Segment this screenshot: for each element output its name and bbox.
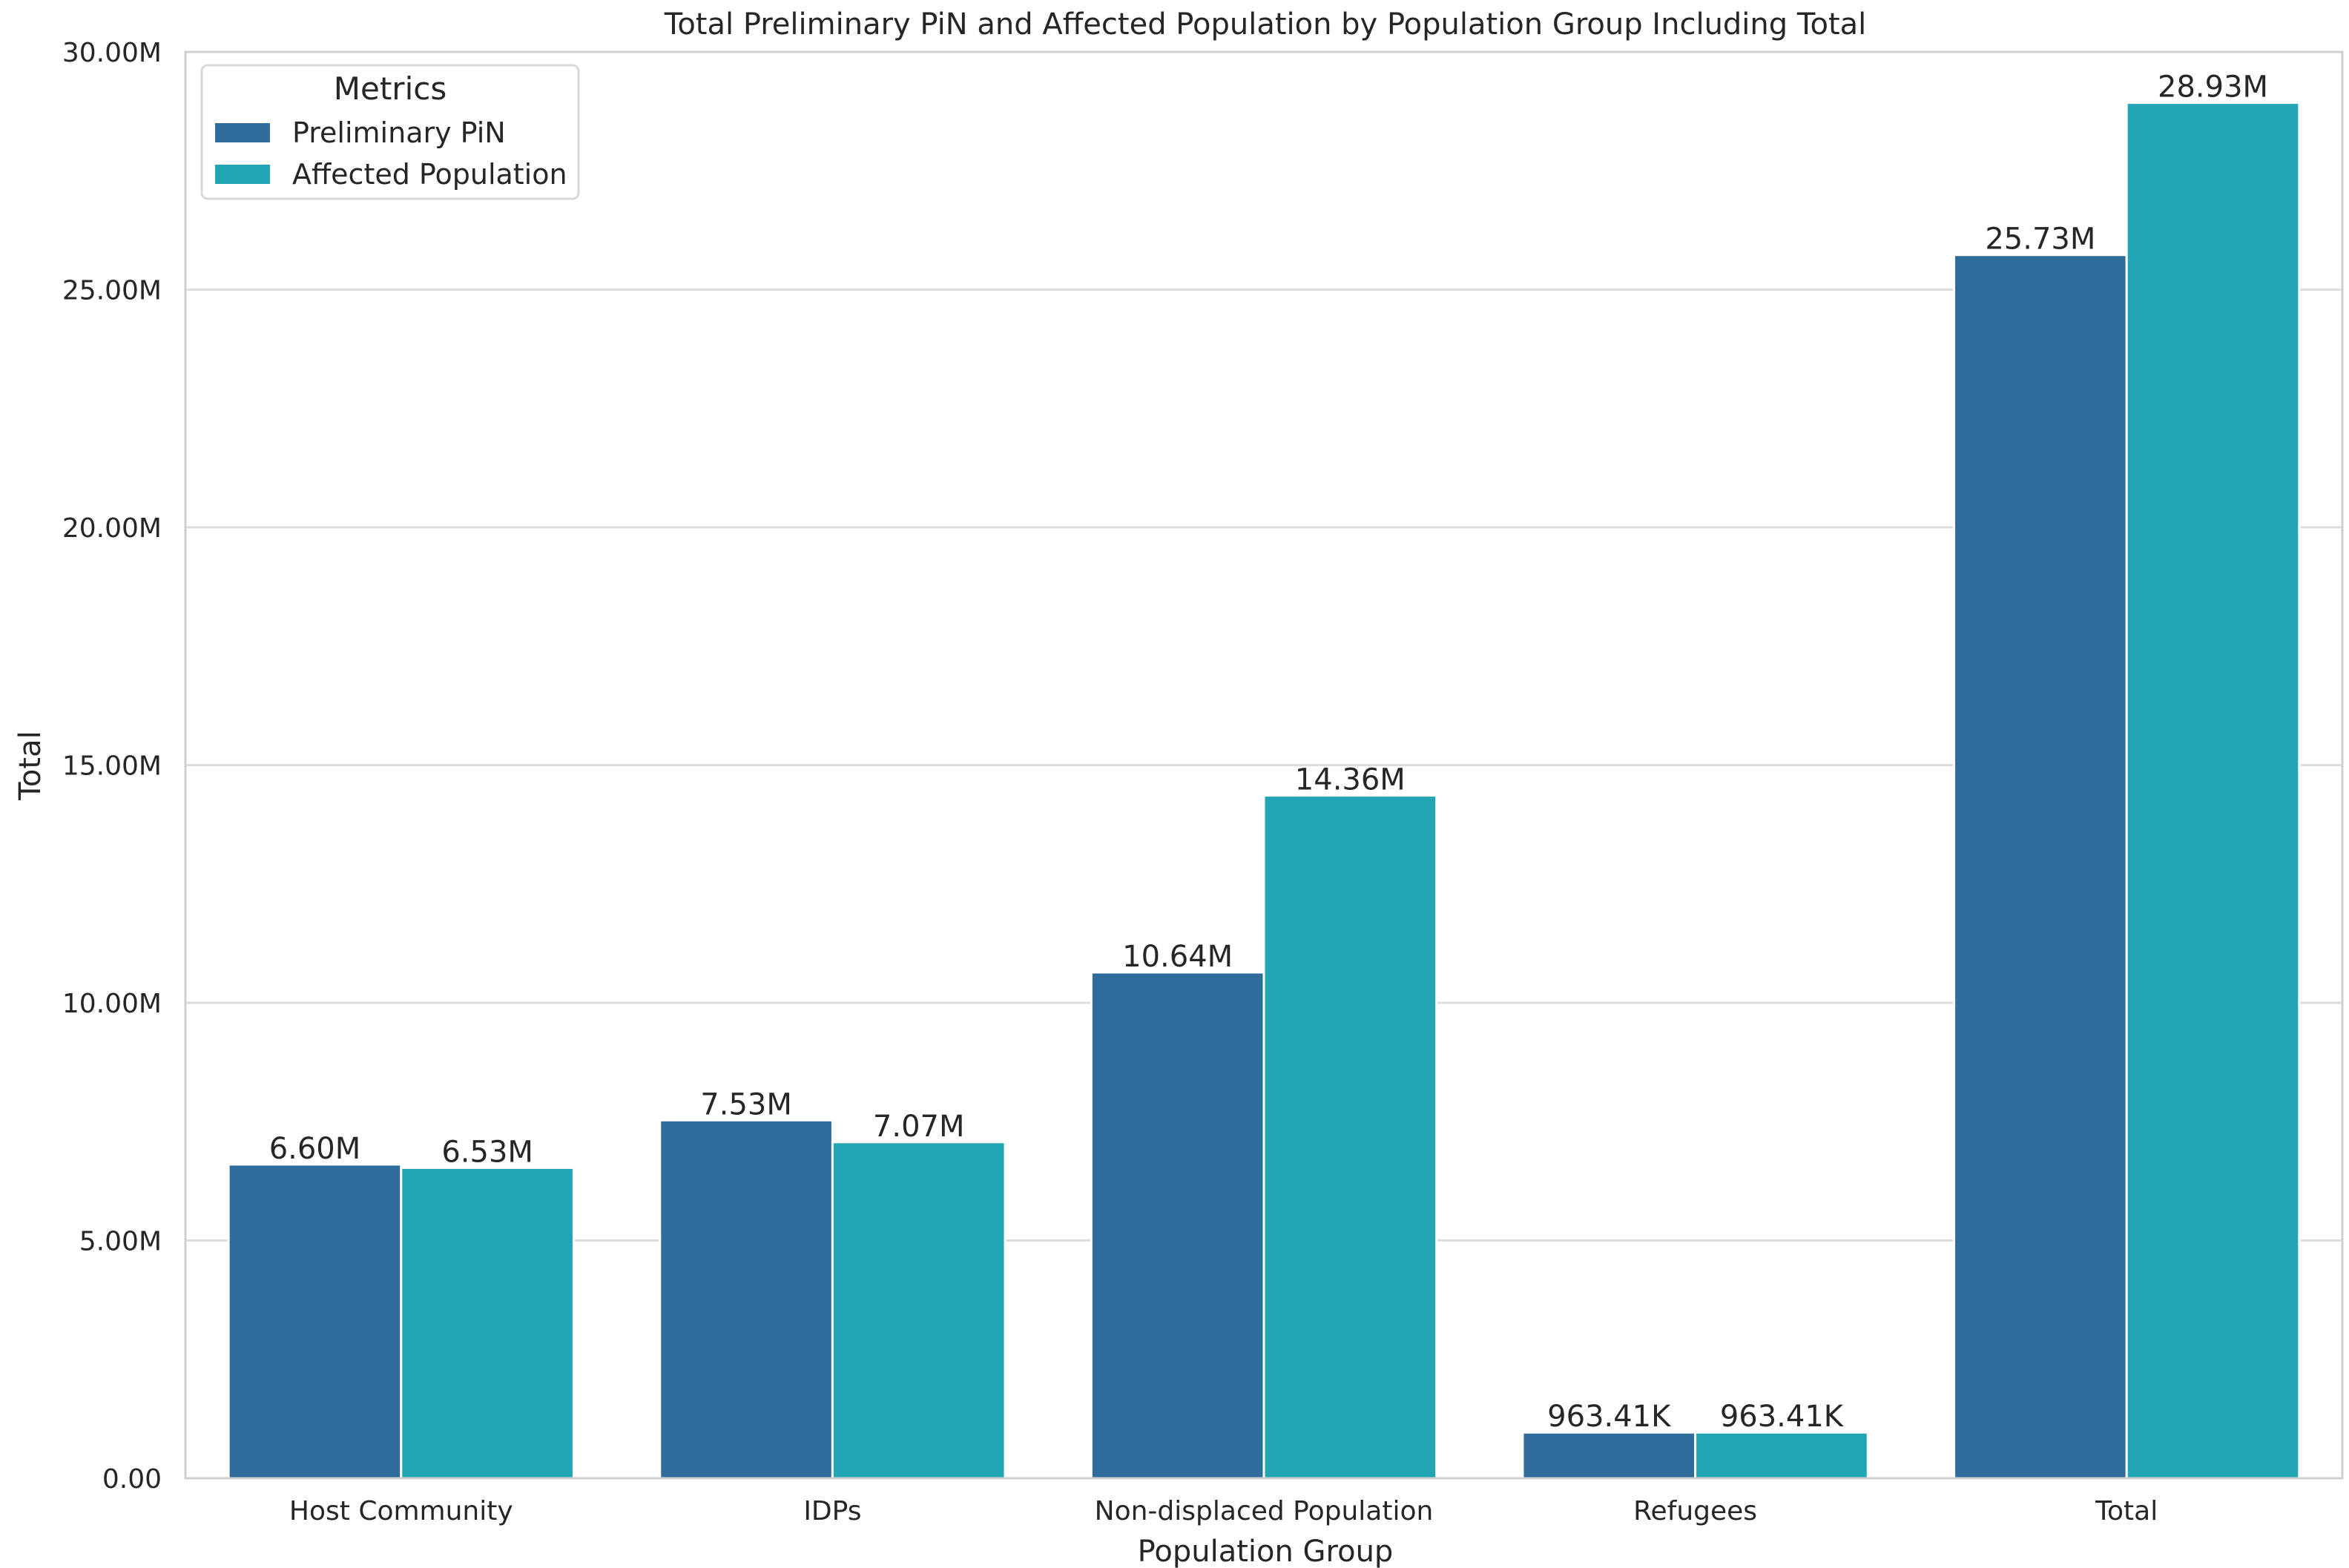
legend-title: Metrics (334, 70, 447, 107)
x-axis-label: Population Group (1138, 1535, 1394, 1568)
chart-title: Total Preliminary PiN and Affected Popul… (664, 7, 1867, 42)
y-tick-label: 10.00M (62, 989, 162, 1019)
bar-non-displaced-population-affected-population (1262, 794, 1438, 1480)
x-tick-label: IDPs (803, 1496, 861, 1526)
legend-label-preliminary-pin: Preliminary PiN (292, 116, 506, 149)
bar-value-label: 25.73M (1985, 223, 2095, 257)
y-tick-label: 0.00 (102, 1464, 162, 1495)
y-axis-ticks: 0.00 5.00M 10.00M 15.00M 20.00M 25.00M 30.00M (62, 38, 162, 1495)
bar-value-labels: 6.60M 6.53M 7.53M 7.07M 10.64M 14.36M 963.41K 9… (269, 70, 2268, 1434)
legend-swatch-preliminary-pin (215, 123, 270, 142)
x-axis-ticks: Host Community IDPs Non-displaced Populati… (289, 1496, 2158, 1526)
legend: Metrics Preliminary PiN Affected Populat… (200, 64, 580, 200)
legend-label-affected-population: Affected Population (292, 158, 567, 191)
bar-value-label: 14.36M (1295, 763, 1406, 797)
legend-box (200, 64, 580, 200)
x-tick-label: Host Community (289, 1496, 513, 1526)
bar-value-label: 10.64M (1122, 940, 1233, 974)
bar-value-label: 7.53M (700, 1087, 792, 1121)
bar-value-label: 28.93M (2158, 70, 2268, 105)
bar-host-community-affected-population (400, 1166, 575, 1480)
bar-non-displaced-population-preliminary-pin (1090, 971, 1265, 1480)
bar-value-label: 963.41K (1547, 1400, 1672, 1434)
bar-refugees-affected-population (1694, 1431, 1869, 1480)
bars (227, 102, 2301, 1480)
bar-value-label: 7.07M (873, 1110, 965, 1144)
x-tick-label: Non-displaced Population (1095, 1496, 1434, 1526)
y-axis-label: Total (13, 731, 47, 800)
y-tick-label: 5.00M (79, 1227, 162, 1257)
x-tick-label: Total (2095, 1496, 2158, 1526)
plot-area (184, 50, 2344, 1480)
bar-value-label: 6.60M (269, 1132, 361, 1166)
bar-refugees-preliminary-pin (1521, 1431, 1697, 1480)
bar-idps-preliminary-pin (659, 1119, 834, 1480)
x-tick-label: Refugees (1633, 1496, 1757, 1526)
y-tick-label: 25.00M (62, 276, 162, 306)
bar-total-preliminary-pin (1953, 254, 2128, 1480)
bar-value-label: 963.41K (1720, 1400, 1845, 1434)
y-tick-label: 15.00M (62, 751, 162, 782)
y-tick-label: 30.00M (62, 38, 162, 68)
bar-total-affected-population (2125, 102, 2301, 1480)
bar-value-label: 6.53M (441, 1135, 533, 1169)
y-tick-label: 20.00M (62, 513, 162, 544)
bar-idps-affected-population (831, 1141, 1007, 1480)
legend-swatch-affected-population (215, 165, 270, 184)
bar-host-community-preliminary-pin (227, 1163, 403, 1480)
